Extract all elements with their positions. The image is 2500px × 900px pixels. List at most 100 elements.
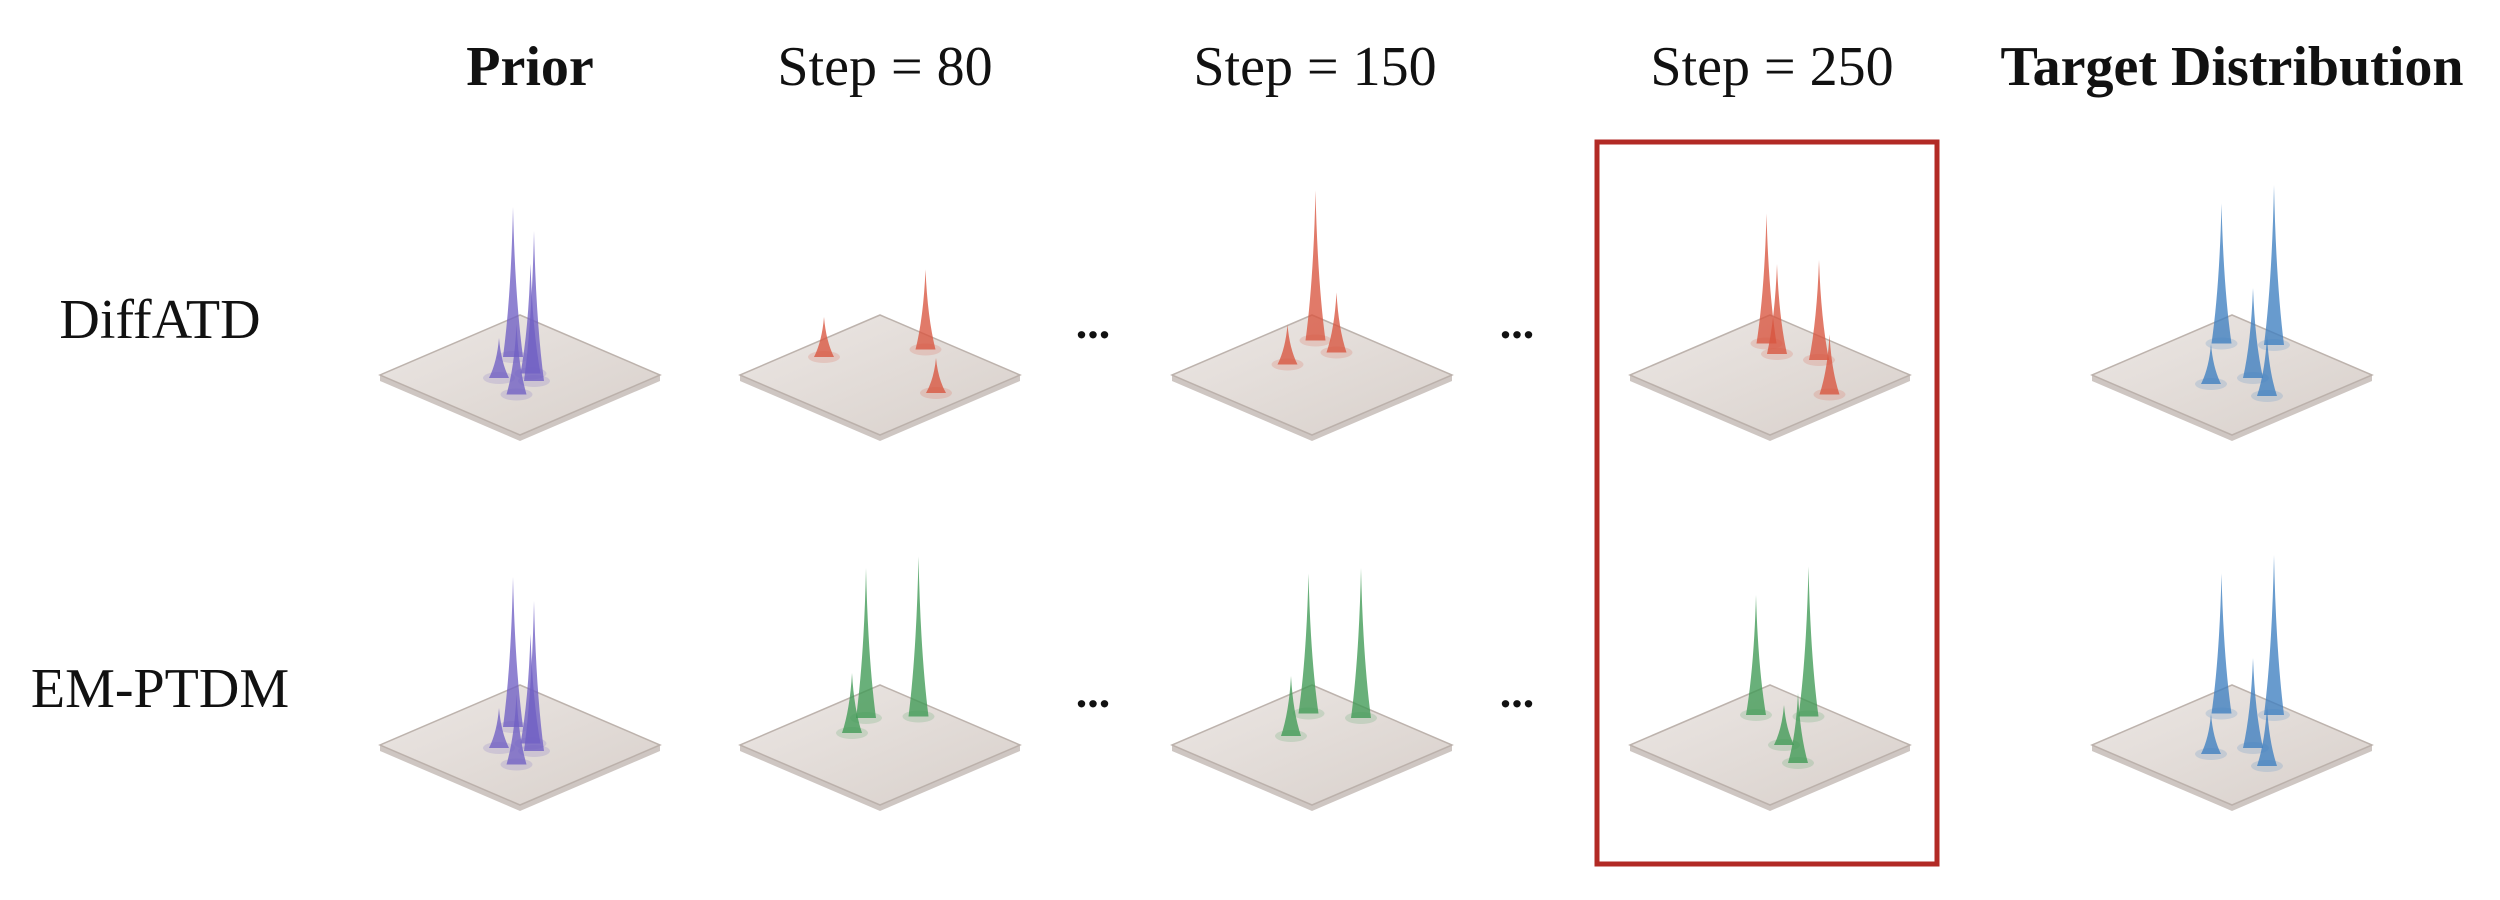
surface-peak bbox=[2243, 288, 2263, 378]
surface-peak bbox=[1774, 705, 1794, 745]
surface-peak bbox=[503, 207, 523, 357]
surface-peak bbox=[1809, 260, 1829, 360]
surface-peak bbox=[1351, 568, 1371, 718]
surface-peak-base bbox=[1782, 757, 1814, 769]
surface-peak-base bbox=[836, 727, 868, 739]
surface-peak bbox=[1298, 573, 1319, 714]
surface-peak bbox=[856, 568, 876, 718]
surface-peak-base bbox=[483, 372, 515, 384]
surface-peak bbox=[506, 324, 527, 395]
surface-peak-base bbox=[2258, 709, 2290, 721]
surface-peak-base bbox=[808, 351, 840, 363]
surface-peak-base bbox=[1813, 388, 1846, 401]
surface-peak-base bbox=[2205, 707, 2238, 720]
column-header-step-150: Step = 150 bbox=[1193, 36, 1436, 98]
plot-diffatd-step250 bbox=[1628, 213, 1912, 441]
surface-peak-base bbox=[1299, 334, 1332, 347]
surface-peak bbox=[2201, 714, 2221, 754]
surface-plane bbox=[738, 314, 1022, 436]
surface-peak bbox=[2264, 555, 2284, 715]
plot-emptdm-step250 bbox=[1628, 566, 1912, 811]
surface-peak-base bbox=[518, 745, 550, 757]
surface-peak-base bbox=[500, 388, 533, 401]
ellipsis-row2-a: ... bbox=[1076, 666, 1111, 717]
ellipsis-row1-b: ... bbox=[1500, 297, 1535, 348]
surface-peak-base bbox=[2237, 742, 2269, 754]
surface-peak-base bbox=[518, 375, 550, 387]
surface-peak bbox=[1277, 324, 1298, 365]
surface-peak bbox=[506, 694, 527, 765]
plot-diffatd-step80 bbox=[738, 269, 1022, 441]
surface-peak bbox=[842, 673, 862, 733]
surface-peak bbox=[1798, 566, 1819, 717]
surface-peak bbox=[503, 577, 523, 727]
surface-plane bbox=[2090, 314, 2374, 436]
plot-emptdm-step150 bbox=[1170, 568, 1454, 811]
surface-peak-base bbox=[1761, 348, 1793, 360]
surface-peak-base bbox=[1345, 712, 1377, 724]
surface-peak bbox=[1819, 334, 1840, 395]
surface-peak-base bbox=[483, 742, 515, 754]
surface-peak bbox=[1756, 213, 1777, 344]
surface-peak-base bbox=[2237, 372, 2269, 384]
ellipsis-row1-a: ... bbox=[1076, 297, 1111, 348]
surface-peak-base bbox=[1320, 346, 1353, 359]
surface-peak bbox=[489, 338, 509, 378]
surface-peak-base bbox=[1740, 709, 1772, 721]
surface-peak bbox=[2211, 203, 2232, 344]
surface-peak bbox=[1746, 595, 1766, 715]
surface-peak bbox=[1305, 190, 1326, 341]
surface-peak-base bbox=[1768, 739, 1800, 751]
surface-peak bbox=[814, 317, 834, 357]
plot-diffatd-target bbox=[2090, 185, 2374, 441]
surface-peak bbox=[2264, 185, 2284, 345]
surface-peak-base bbox=[2205, 337, 2238, 350]
highlight-box-step-250 bbox=[1594, 139, 1940, 867]
plot-diffatd-step150 bbox=[1170, 190, 1454, 441]
surface-peak bbox=[908, 556, 929, 717]
plot-emptdm-prior bbox=[378, 577, 662, 811]
surface-peak bbox=[1788, 693, 1808, 763]
plot-emptdm-target bbox=[2090, 555, 2374, 811]
column-header-step-80: Step = 80 bbox=[777, 36, 992, 98]
surface-peak-base bbox=[902, 710, 935, 723]
surface-plane bbox=[738, 684, 1022, 806]
column-header-target-distribution: Target Distribution bbox=[2000, 36, 2463, 98]
surface-plane bbox=[2090, 684, 2374, 806]
surface-peak bbox=[2257, 336, 2277, 396]
surface-peak-base bbox=[2251, 390, 2283, 402]
surface-peak bbox=[926, 358, 946, 393]
surface-peak-base bbox=[1292, 707, 1325, 720]
surface-peak-base bbox=[500, 758, 533, 771]
surface-peak bbox=[489, 708, 509, 748]
column-header-step-250: Step = 250 bbox=[1650, 36, 1893, 98]
surface-peak bbox=[524, 601, 544, 751]
surface-peak bbox=[915, 269, 936, 350]
surface-peak-base bbox=[909, 343, 942, 356]
surface-peak-base bbox=[1275, 730, 1307, 742]
surface-peak-base bbox=[2195, 748, 2227, 760]
surface-peak-base bbox=[2195, 378, 2227, 390]
surface-peak bbox=[1767, 264, 1787, 354]
surface-peak-base bbox=[497, 721, 529, 733]
surface-peak-base bbox=[497, 351, 529, 363]
surface-peak bbox=[2211, 573, 2232, 714]
row-header-diffatd: DiffATD bbox=[59, 289, 260, 351]
row-header-em-ptdm: EM-PTDM bbox=[31, 658, 289, 720]
surface-peak bbox=[2257, 706, 2277, 766]
surface-peak-base bbox=[2258, 339, 2290, 351]
plot-diffatd-prior bbox=[378, 207, 662, 441]
surface-peak bbox=[524, 231, 544, 381]
plot-emptdm-step80 bbox=[738, 556, 1022, 811]
surface-peak-base bbox=[920, 387, 952, 399]
surface-peak-base bbox=[1792, 710, 1825, 723]
surface-peak bbox=[1326, 292, 1347, 353]
surface-peak bbox=[2243, 658, 2263, 748]
column-header-prior: Prior bbox=[466, 36, 593, 98]
surface-peak bbox=[2201, 344, 2221, 384]
surface-plots bbox=[378, 185, 2374, 811]
surface-peak-base bbox=[1271, 358, 1304, 371]
ellipsis-row2-b: ... bbox=[1500, 666, 1535, 717]
surface-peak-base bbox=[2251, 760, 2283, 772]
